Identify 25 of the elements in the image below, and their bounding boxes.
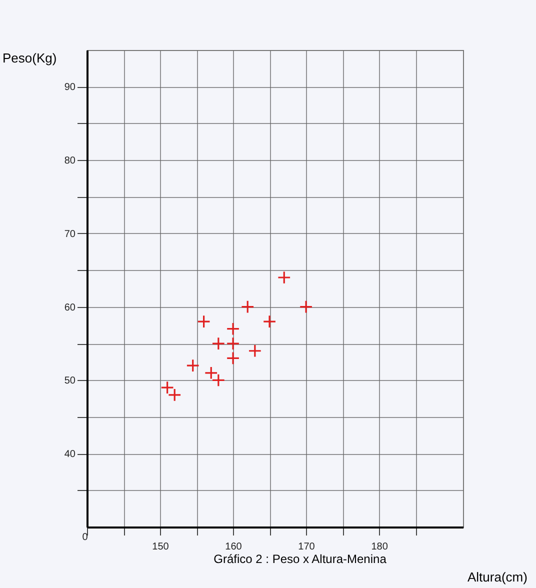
point	[299, 300, 313, 314]
text: 0	[82, 532, 88, 543]
x-tick-label: 150	[152, 542, 170, 552]
y-tick-label: 80	[64, 156, 76, 167]
y-tick-label: 70	[64, 228, 76, 240]
y-tick-label: 60	[64, 302, 76, 314]
x-tick-label: 160	[225, 542, 242, 552]
y-tick-label: 40	[64, 449, 76, 460]
point	[197, 314, 211, 328]
y-tick-label: 50	[64, 376, 76, 387]
point	[226, 352, 240, 365]
point	[248, 344, 262, 358]
text: Gráfico 2 : Peso x Altura-Menina	[214, 552, 387, 566]
x-tick-label: 170	[298, 542, 316, 552]
point	[186, 358, 200, 372]
y-axis-title: Peso(Kg)	[2, 50, 57, 66]
point	[226, 336, 240, 350]
x-axis-title: Altura(cm)	[468, 570, 528, 584]
point	[277, 270, 291, 284]
y-tick-label: 90	[64, 82, 76, 94]
point	[240, 300, 254, 314]
point	[262, 314, 276, 328]
x-tick-label: 180	[371, 542, 388, 552]
point	[226, 322, 240, 336]
point	[212, 336, 226, 350]
